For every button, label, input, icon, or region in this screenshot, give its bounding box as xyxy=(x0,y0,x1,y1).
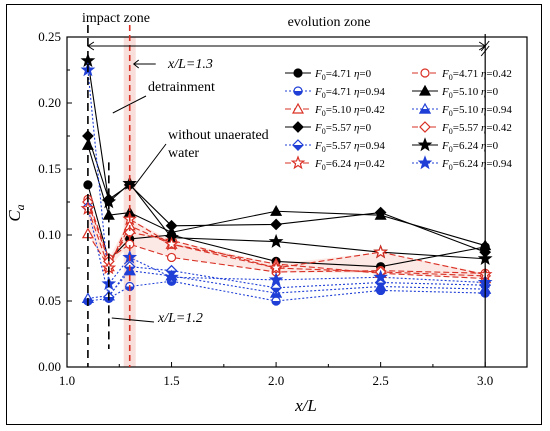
arrow-x13 xyxy=(132,59,156,69)
series-line-2 xyxy=(87,280,486,302)
svg-text:Ca: Ca xyxy=(5,204,27,221)
y-tick-label: 0.05 xyxy=(38,293,61,308)
legend-label-3: F0=5.10 η=0 xyxy=(441,86,499,100)
series-11-point-4 xyxy=(268,272,284,287)
legend-label-7: F0=5.57 η=0.42 xyxy=(441,122,512,136)
break-mark-1 xyxy=(480,40,490,52)
legend-marker-8-half xyxy=(292,145,304,151)
series-5-point-2-half xyxy=(123,270,136,276)
legend-marker-4 xyxy=(291,102,305,114)
annotation-x13: x/L=1.3 xyxy=(167,57,213,72)
series-9-point-4 xyxy=(268,233,284,248)
series-line-11 xyxy=(87,69,486,286)
legend-marker-3 xyxy=(418,84,432,96)
legend-label-11: F0=6.24 η=0.94 xyxy=(441,158,512,172)
x-tick-label: 1.0 xyxy=(59,373,75,388)
series-8-point-5-half xyxy=(374,282,387,289)
legend-label-5: F0=5.10 η=0.94 xyxy=(441,104,512,118)
y-axis-label: Ca xyxy=(5,204,27,221)
legend-label-8: F0=5.57 η=0.94 xyxy=(314,140,385,154)
series-6-point-5 xyxy=(374,206,387,219)
legend-label-6: F0=5.57 η=0 xyxy=(314,122,372,136)
legend: F0=4.71 η=0 F0=4.71 η=0.42 F0=4.71 η=0.94 F… xyxy=(285,68,512,172)
y-tick-label: 0.10 xyxy=(38,227,61,242)
annotation-x12: x/L=1.2 xyxy=(157,311,203,326)
legend-label-10: F0=6.24 η=0.42 xyxy=(314,158,385,172)
impact-zone-label: impact zone xyxy=(82,11,150,26)
series-5-point-4-half xyxy=(270,293,283,298)
legend-marker-6 xyxy=(292,121,304,133)
x-axis-label: x/L xyxy=(294,396,317,415)
series-line-0 xyxy=(87,184,486,268)
shaded-band xyxy=(123,37,136,367)
y-tick-label: 0.15 xyxy=(38,161,61,176)
series-6-point-4 xyxy=(270,218,282,231)
break-mark-2 xyxy=(480,45,490,57)
y-tick-label: 0.25 xyxy=(38,29,61,44)
series-11-point-3 xyxy=(164,269,179,284)
legend-marker-2-half xyxy=(293,91,303,96)
legend-marker-9 xyxy=(417,137,433,152)
y-tick-label: 0.20 xyxy=(38,95,61,110)
arrow-x12 xyxy=(111,317,155,323)
legend-label-9: F0=6.24 η=0 xyxy=(441,140,499,154)
arrow-unaerated xyxy=(133,143,167,188)
x-tick-label: 1.5 xyxy=(163,373,179,388)
series-2-point-3-half xyxy=(166,281,177,286)
legend-label-1: F0=4.71 η=0.42 xyxy=(441,68,512,82)
annotations-layer: impact zone evolution zone x/L=1.3 x/L=1.2 d… xyxy=(82,11,490,367)
arrowhead-left xyxy=(87,41,95,51)
legend-label-0: F0=4.71 η=0 xyxy=(314,68,372,82)
red-series-band xyxy=(87,199,486,279)
series-1-point-3 xyxy=(166,252,177,263)
legend-marker-5-half xyxy=(418,109,432,114)
shaded-band-layer xyxy=(87,37,486,367)
y-tick-label: 0.00 xyxy=(38,359,61,374)
annotation-unaerated-2: water xyxy=(168,146,199,161)
x-tick-label: 2.0 xyxy=(268,373,284,388)
series-10-point-5 xyxy=(373,244,388,259)
legend-marker-1 xyxy=(420,68,430,78)
series-2-point-4-half xyxy=(271,301,281,306)
annotation-detrainment: detrainment xyxy=(148,80,215,95)
series-3-point-4 xyxy=(270,205,283,216)
legend-marker-11 xyxy=(417,155,433,170)
series-5-point-5-half xyxy=(374,286,387,292)
series-2-point-5-half xyxy=(376,290,386,296)
annotation-unaerated-1: without unaerated xyxy=(168,128,269,143)
legend-marker-10 xyxy=(290,155,306,170)
axes-layer: 1.0 1.5 2.0 2.5 3.0 0.00 0.05 0.10 0.15 0.20 0.25 xyxy=(38,29,528,388)
arrow-detrainment xyxy=(112,95,147,114)
evolution-zone-label: evolution zone xyxy=(288,15,371,30)
series-8-point-4-half xyxy=(270,287,282,294)
legend-label-2: F0=4.71 η=0.94 xyxy=(314,86,385,100)
legend-label-4: F0=5.10 η=0.42 xyxy=(314,104,385,118)
x-tick-label: 2.5 xyxy=(373,373,389,388)
legend-marker-0 xyxy=(293,68,303,78)
series-10-point-3 xyxy=(164,236,179,251)
x-tick-label: 3.0 xyxy=(477,373,493,388)
legend-marker-7 xyxy=(419,121,431,133)
series-10-point-4 xyxy=(268,260,284,275)
series-11-point-5 xyxy=(373,269,388,284)
